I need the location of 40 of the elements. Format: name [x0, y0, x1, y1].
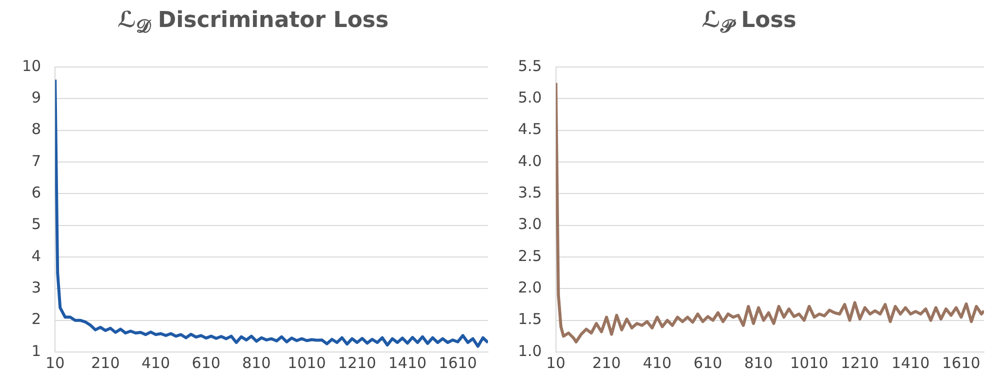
x-tick-label: 1210: [840, 354, 879, 372]
x-tick-label: 10: [46, 354, 65, 372]
y-tick-label: 5.5: [518, 56, 542, 75]
x-tick-label: 610: [192, 354, 220, 372]
x-tick-label: 410: [141, 354, 170, 372]
x-tick-label: 1610: [438, 354, 477, 372]
y-tick-label: 4.0: [518, 152, 542, 170]
y-tick-label: 6: [32, 184, 42, 202]
x-tick-label: 1610: [942, 354, 980, 372]
y-tick-label: 1: [32, 342, 42, 360]
y-tick-label: 5.0: [518, 88, 542, 107]
y-tick-label: 3.5: [518, 184, 542, 202]
y-tick-label: 1.5: [518, 310, 542, 328]
x-tick-label: 1210: [338, 354, 376, 372]
x-tick-label: 410: [642, 354, 672, 372]
y-tick-label: 3: [32, 278, 42, 297]
y-tick-label: 5: [32, 215, 42, 234]
y-tick-label: 10: [22, 56, 42, 75]
y-tick-label: 7: [32, 152, 42, 170]
x-tick-label: 210: [91, 354, 120, 372]
y-tick-label: 4.5: [518, 120, 542, 138]
chart-title: ℒ$_{𝒫}$ Loss: [700, 8, 798, 40]
x-tick-label: 1410: [891, 354, 930, 372]
x-tick-label: 1410: [388, 354, 427, 372]
y-tick-label: 4: [32, 246, 42, 265]
chart-title: ℒ$_{𝒟}$ Discriminator Loss: [116, 8, 390, 40]
x-tick-label: 810: [744, 354, 773, 372]
x-tick-label: 10: [546, 354, 566, 372]
x-tick-label: 210: [592, 354, 621, 372]
y-tick-label: 3.0: [518, 215, 542, 234]
y-tick-label: 9: [32, 88, 42, 107]
x-tick-label: 1010: [288, 354, 326, 372]
y-tick-label: 2.0: [518, 278, 542, 297]
x-tick-label: 610: [694, 354, 722, 372]
x-tick-label: 1010: [790, 354, 828, 372]
y-tick-label: 1.0: [518, 342, 542, 360]
y-tick-label: 2: [32, 310, 42, 328]
x-tick-label: 810: [242, 354, 271, 372]
y-tick-label: 8: [32, 120, 42, 138]
y-tick-label: 2.5: [518, 246, 542, 265]
